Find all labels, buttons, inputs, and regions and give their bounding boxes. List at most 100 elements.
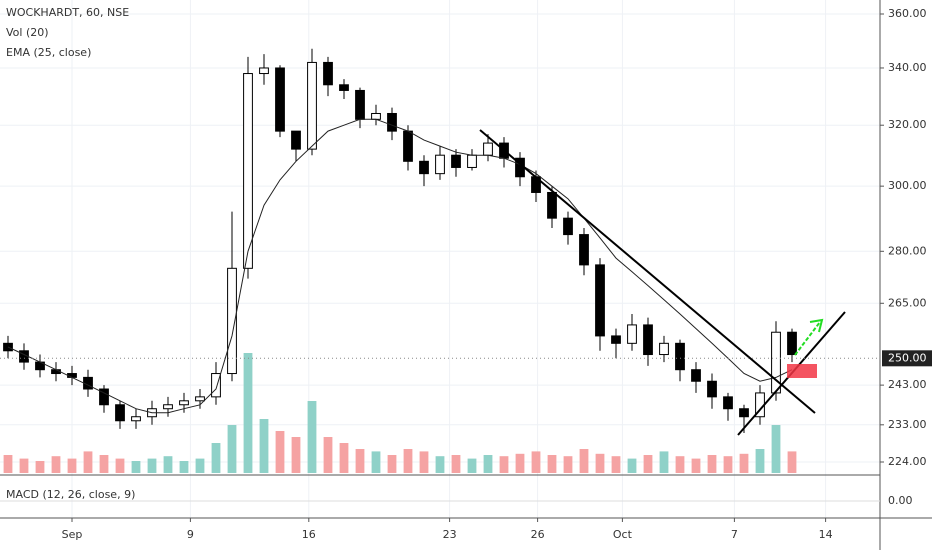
candle-body [451, 154, 461, 168]
target-arrow [794, 321, 821, 356]
y-tick-label: 233.00 [888, 418, 927, 431]
candle-body [627, 324, 637, 344]
volume-bar [195, 458, 205, 473]
x-tick-label: 16 [302, 528, 316, 541]
macd-tick-label: 0.00 [888, 494, 913, 507]
volume-bar [19, 458, 29, 473]
y-tick-label: 300.00 [888, 179, 927, 192]
candle-body [243, 73, 253, 269]
volume-bar [563, 456, 573, 473]
volume-bar [707, 455, 717, 473]
candle-body [195, 396, 205, 402]
volume-bar [771, 425, 781, 473]
candle-body [739, 408, 749, 418]
candle-body [787, 331, 797, 356]
candle-body [355, 89, 365, 120]
candle-body [211, 373, 221, 398]
volume-bar [403, 449, 413, 473]
volume-bar [323, 437, 333, 473]
volume-bar [275, 431, 285, 473]
candle-body [291, 130, 301, 150]
volume-bar [499, 456, 509, 473]
macd-label: MACD (12, 26, close, 9) [6, 488, 135, 501]
x-tick-label: 14 [819, 528, 833, 541]
x-tick-label: Sep [62, 528, 83, 541]
candle-body [771, 331, 781, 394]
candle-body [563, 217, 573, 236]
volume-bar [307, 401, 317, 473]
x-tick-label: 9 [187, 528, 194, 541]
volume-bar [595, 453, 605, 473]
volume-bar [675, 456, 685, 473]
candle-body [467, 154, 477, 168]
candle-body [659, 342, 669, 356]
volume-bar [531, 451, 541, 473]
candle-body [275, 67, 285, 132]
symbol-title: WOCKHARDT, 60, NSE [6, 6, 129, 19]
candle-body [579, 234, 589, 266]
volume-bar [627, 458, 637, 473]
y-tick-label: 280.00 [888, 244, 927, 257]
indicator-label: EMA (25, close) [6, 46, 91, 59]
volume-bar [611, 456, 621, 473]
trend-line [479, 129, 816, 414]
candle-body [643, 324, 653, 356]
indicator-label: Vol (20) [6, 26, 49, 39]
volume-bar [579, 449, 589, 473]
axes: 360.00 340.00 320.00 300.00 280.00 265.00 243.… [0, 7, 932, 541]
grid [0, 0, 880, 518]
stop-zone [787, 364, 817, 378]
last-price-box [882, 350, 932, 367]
candle-body [131, 416, 141, 422]
volume-bar [35, 461, 45, 473]
candle-body [483, 142, 493, 156]
candle-body [675, 342, 685, 371]
candle-body [387, 112, 397, 132]
volume-bar [83, 451, 93, 473]
x-tick-label: Oct [613, 528, 633, 541]
volume-bar [467, 458, 477, 473]
candle-body [99, 388, 109, 406]
candle-body [307, 61, 317, 150]
volume-bar [451, 455, 461, 473]
y-tick-label: 340.00 [888, 61, 927, 74]
volume-bar [115, 458, 125, 473]
volume-bar [3, 455, 13, 473]
volume-bar [547, 455, 557, 473]
volume-bar [227, 425, 237, 473]
candle-body [115, 404, 125, 422]
volume-bar [435, 456, 445, 473]
candle-body [547, 191, 557, 219]
y-tick-label: 360.00 [888, 7, 927, 20]
volume-bar [483, 455, 493, 473]
volume-bar [419, 451, 429, 473]
volume-bar [339, 443, 349, 473]
volume-bar [659, 451, 669, 473]
candle-body [611, 335, 621, 344]
volume-bar [755, 449, 765, 473]
y-tick-label: 243.00 [888, 378, 927, 391]
candle-body [339, 84, 349, 91]
candle-body [723, 396, 733, 410]
volume-bar [787, 451, 797, 473]
candle-body [419, 160, 429, 175]
volume-bar [259, 419, 269, 473]
volume-bar [691, 458, 701, 473]
volume-bar [739, 453, 749, 473]
volume-bar [243, 353, 253, 473]
candle-body [163, 404, 173, 410]
volume-bar [99, 455, 109, 473]
candle-body [403, 130, 413, 162]
y-tick-label: 265.00 [888, 296, 927, 309]
volume-bar [643, 455, 653, 473]
y-tick-label: 320.00 [888, 118, 927, 131]
candle-body [691, 369, 701, 382]
last-price-label: 250.00 [888, 351, 927, 364]
volume-bar [723, 456, 733, 473]
volume-bar [291, 437, 301, 473]
candle-body [179, 400, 189, 406]
x-tick-label: 26 [531, 528, 545, 541]
volume-bar [67, 458, 77, 473]
x-tick-label: 7 [731, 528, 738, 541]
